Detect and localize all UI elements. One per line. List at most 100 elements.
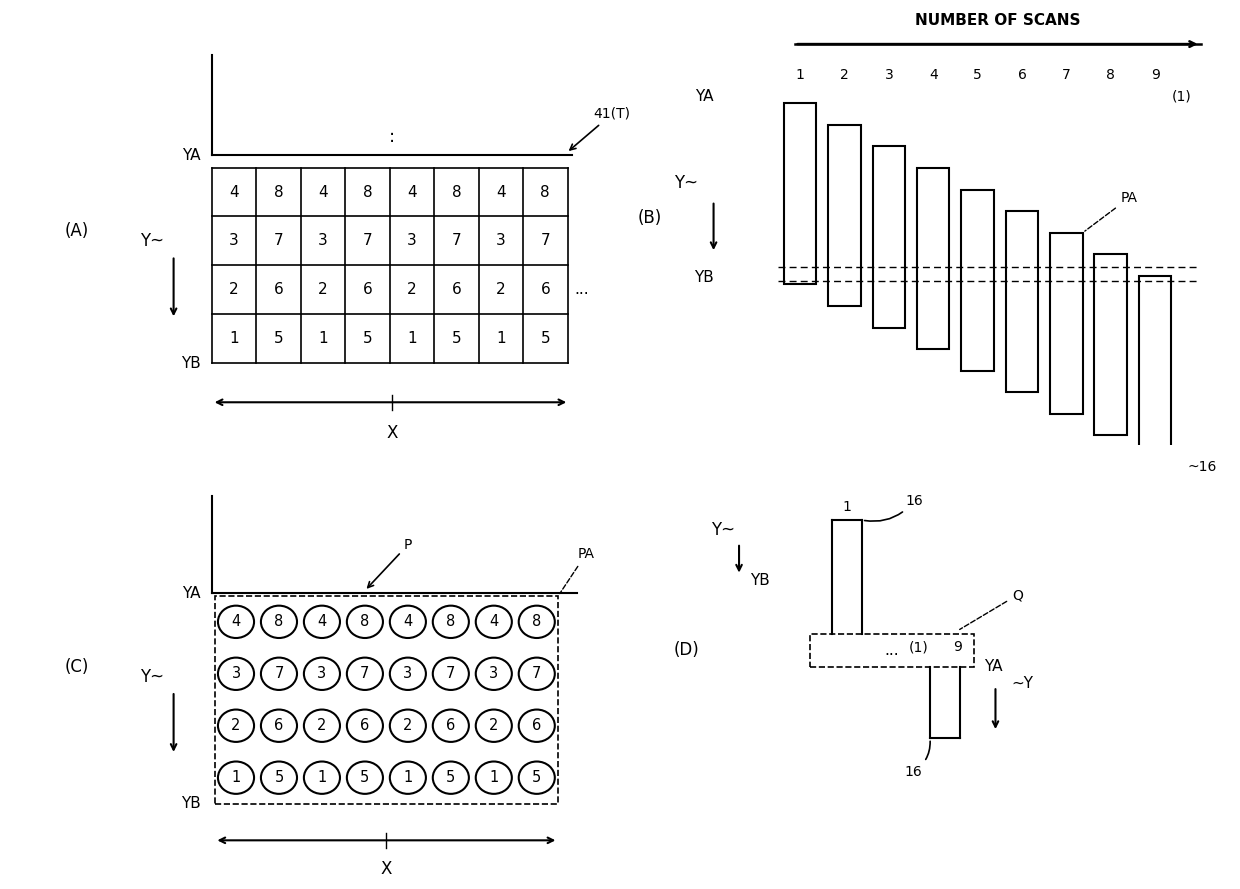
Text: 4: 4 bbox=[407, 185, 417, 199]
Text: 4: 4 bbox=[489, 614, 498, 629]
Text: 7: 7 bbox=[541, 234, 551, 248]
Text: 8: 8 bbox=[541, 185, 551, 199]
Text: 3: 3 bbox=[884, 68, 893, 83]
Text: YA: YA bbox=[985, 660, 1003, 674]
Text: 3: 3 bbox=[229, 234, 239, 248]
Text: 1: 1 bbox=[319, 332, 327, 346]
Text: 3: 3 bbox=[403, 666, 413, 681]
Text: 8: 8 bbox=[274, 185, 283, 199]
Text: X: X bbox=[386, 424, 398, 442]
Text: 5: 5 bbox=[532, 770, 542, 785]
Text: 5: 5 bbox=[362, 332, 372, 346]
Text: 7: 7 bbox=[446, 666, 455, 681]
Text: 4: 4 bbox=[229, 185, 239, 199]
Text: 1: 1 bbox=[403, 770, 413, 785]
Text: YA: YA bbox=[182, 586, 201, 601]
Text: 9: 9 bbox=[1151, 68, 1159, 83]
Text: 8: 8 bbox=[274, 614, 284, 629]
Text: 5: 5 bbox=[361, 770, 370, 785]
Text: 1: 1 bbox=[842, 500, 851, 514]
Text: 1: 1 bbox=[496, 332, 506, 346]
Text: 6: 6 bbox=[446, 718, 455, 733]
Text: 1: 1 bbox=[232, 770, 241, 785]
Text: 6: 6 bbox=[532, 718, 542, 733]
Text: (1): (1) bbox=[909, 640, 929, 654]
Text: ~16: ~16 bbox=[1188, 461, 1216, 475]
Text: P: P bbox=[368, 538, 413, 588]
Text: 2: 2 bbox=[489, 718, 498, 733]
Text: 5: 5 bbox=[451, 332, 461, 346]
Text: 6: 6 bbox=[451, 283, 461, 297]
Text: 5: 5 bbox=[274, 332, 283, 346]
Text: 1: 1 bbox=[229, 332, 239, 346]
Text: 5: 5 bbox=[541, 332, 551, 346]
Text: Y~: Y~ bbox=[711, 521, 735, 539]
Text: 4: 4 bbox=[929, 68, 937, 83]
Text: (A): (A) bbox=[64, 222, 89, 240]
Text: PA: PA bbox=[1085, 191, 1137, 231]
Text: 7: 7 bbox=[362, 234, 372, 248]
Text: (D): (D) bbox=[673, 642, 699, 660]
Text: 7: 7 bbox=[1061, 68, 1070, 83]
Text: 2: 2 bbox=[317, 718, 326, 733]
Text: 2: 2 bbox=[232, 718, 241, 733]
Text: ...: ... bbox=[884, 643, 899, 658]
Text: 6: 6 bbox=[361, 718, 370, 733]
Text: Y~: Y~ bbox=[675, 174, 698, 192]
Text: 4: 4 bbox=[403, 614, 413, 629]
Text: (1): (1) bbox=[1172, 89, 1192, 103]
Text: 2: 2 bbox=[319, 283, 327, 297]
Text: 2: 2 bbox=[841, 68, 849, 83]
Text: 5: 5 bbox=[973, 68, 982, 83]
Text: 8: 8 bbox=[362, 185, 372, 199]
Text: 1: 1 bbox=[796, 68, 805, 83]
Text: 4: 4 bbox=[319, 185, 327, 199]
Text: 6: 6 bbox=[274, 283, 284, 297]
Text: 5: 5 bbox=[274, 770, 284, 785]
Text: 8: 8 bbox=[532, 614, 542, 629]
Text: Y~: Y~ bbox=[140, 232, 164, 250]
Text: Y~: Y~ bbox=[140, 668, 164, 685]
Text: 6: 6 bbox=[362, 283, 372, 297]
Text: Q: Q bbox=[960, 588, 1023, 629]
Text: YA: YA bbox=[182, 148, 201, 163]
Text: NUMBER OF SCANS: NUMBER OF SCANS bbox=[915, 13, 1080, 28]
Text: 3: 3 bbox=[490, 666, 498, 681]
Text: 7: 7 bbox=[451, 234, 461, 248]
Text: 7: 7 bbox=[360, 666, 370, 681]
Text: 8: 8 bbox=[451, 185, 461, 199]
Text: 6: 6 bbox=[274, 718, 284, 733]
Text: 7: 7 bbox=[274, 234, 283, 248]
Text: ~Y: ~Y bbox=[1012, 676, 1034, 691]
Text: X: X bbox=[381, 860, 392, 877]
Text: (B): (B) bbox=[637, 209, 662, 228]
Text: 1: 1 bbox=[317, 770, 326, 785]
Text: 16: 16 bbox=[864, 493, 924, 521]
Text: 4: 4 bbox=[496, 185, 506, 199]
Text: 3: 3 bbox=[319, 234, 327, 248]
Text: 5: 5 bbox=[446, 770, 455, 785]
Text: 41(T): 41(T) bbox=[570, 107, 631, 150]
Text: YB: YB bbox=[750, 573, 770, 588]
Text: PA: PA bbox=[559, 548, 594, 594]
Text: 1: 1 bbox=[407, 332, 417, 346]
Text: 3: 3 bbox=[317, 666, 326, 681]
Text: 4: 4 bbox=[232, 614, 241, 629]
Text: 2: 2 bbox=[496, 283, 506, 297]
Text: 2: 2 bbox=[229, 283, 239, 297]
Text: 2: 2 bbox=[407, 283, 417, 297]
Text: 8: 8 bbox=[446, 614, 455, 629]
Text: 16: 16 bbox=[905, 741, 930, 779]
Text: YB: YB bbox=[181, 797, 201, 811]
Text: YA: YA bbox=[696, 89, 713, 104]
Text: :: : bbox=[389, 128, 394, 146]
Text: 9: 9 bbox=[952, 640, 962, 654]
Text: 8: 8 bbox=[1106, 68, 1115, 83]
Text: 7: 7 bbox=[274, 666, 284, 681]
Text: 1: 1 bbox=[489, 770, 498, 785]
Text: 3: 3 bbox=[496, 234, 506, 248]
Text: YB: YB bbox=[694, 270, 713, 284]
Text: 4: 4 bbox=[317, 614, 326, 629]
Text: 2: 2 bbox=[403, 718, 413, 733]
Text: 8: 8 bbox=[361, 614, 370, 629]
